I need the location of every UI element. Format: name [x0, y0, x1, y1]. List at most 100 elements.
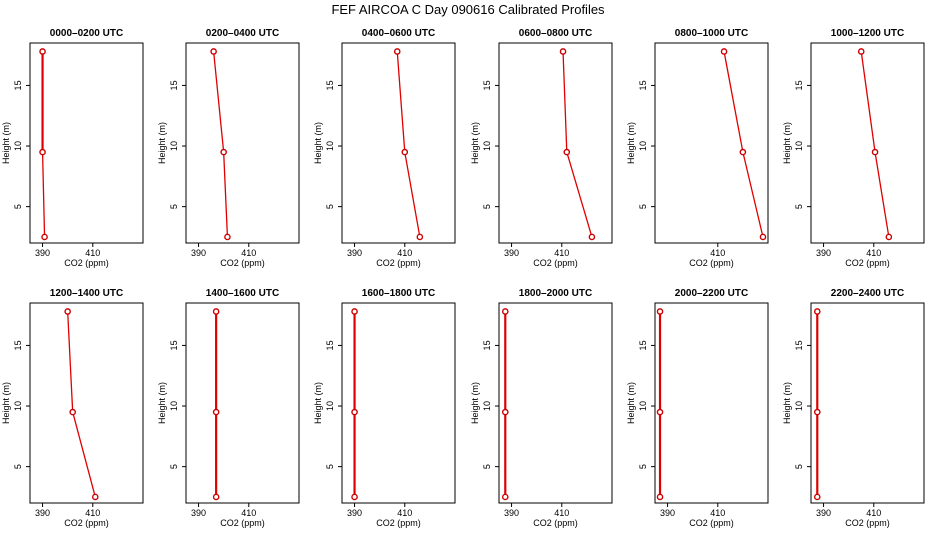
y-tick-label: 5 [325, 464, 335, 469]
data-point [759, 233, 767, 241]
panel-1: 0000–0200 UTC 390 410 5 10 15 CO2 (ppm) Height … [1, 28, 144, 268]
data-point [656, 493, 664, 501]
plot-frame [341, 42, 456, 244]
panel-2: 0200–0400 UTC 390 410 5 10 15 CO2 (ppm) Height … [157, 28, 300, 268]
data-point [351, 408, 358, 416]
profile-segment [41, 152, 46, 237]
x-tick-label: 390 [347, 508, 362, 518]
x-tick-label: 410 [710, 248, 725, 258]
x-tick-label: 390 [191, 248, 206, 258]
y-tick-label: 10 [638, 401, 648, 411]
y-tick-label: 10 [794, 401, 804, 411]
panel-12: 2200–2400 UTC 390 410 5 10 15 CO2 (ppm) Height … [782, 288, 925, 528]
data-point [220, 148, 227, 156]
x-tick-label: 390 [504, 248, 519, 258]
panel-4: 0600–0800 UTC 390 410 5 10 15 CO2 (ppm) Height … [470, 28, 613, 268]
profile-segment [742, 151, 764, 238]
y-tick-label: 15 [638, 340, 648, 350]
data-point [656, 308, 664, 315]
data-point [224, 233, 231, 241]
plot-frame [498, 42, 613, 244]
x-axis-label: CO2 (ppm) [376, 518, 421, 528]
x-axis-label: CO2 (ppm) [64, 518, 109, 528]
y-tick-label: 5 [638, 204, 648, 209]
y-axis-label: Height (m) [626, 122, 636, 164]
x-axis-label: CO2 (ppm) [845, 258, 890, 268]
profile-segment [723, 51, 744, 153]
y-tick-label: 10 [169, 401, 179, 411]
y-axis-label: Height (m) [470, 122, 480, 164]
panel-title: 0400–0600 UTC [362, 28, 435, 39]
y-tick-label: 15 [638, 80, 648, 90]
profile-segment [223, 152, 229, 237]
y-tick-label: 15 [13, 80, 23, 90]
data-point [656, 408, 664, 416]
x-tick-label: 410 [241, 508, 256, 518]
data-point [212, 493, 220, 501]
x-tick-label: 390 [347, 248, 362, 258]
panel-6: 1000–1200 UTC 390 410 5 10 15 CO2 (ppm) Height … [782, 28, 925, 268]
panel-title: 1600–1800 UTC [362, 288, 435, 299]
y-tick-label: 15 [325, 80, 335, 90]
panel-7: 1200–1400 UTC 390 410 5 10 15 CO2 (ppm) Height … [1, 288, 144, 528]
y-tick-label: 15 [13, 340, 23, 350]
data-point [501, 408, 509, 416]
panels: 0000–0200 UTC 390 410 5 10 15 CO2 (ppm) Height … [1, 28, 925, 528]
panel-title: 0600–0800 UTC [519, 28, 592, 39]
profile-segment [874, 151, 890, 238]
y-tick-label: 15 [325, 340, 335, 350]
data-point [393, 48, 401, 55]
plot-frame [185, 42, 300, 244]
x-tick-label: 410 [710, 508, 725, 518]
panel-3: 0400–0600 UTC 390 410 5 10 15 CO2 (ppm) Height … [313, 28, 456, 268]
x-axis-label: CO2 (ppm) [689, 258, 734, 268]
y-axis-label: Height (m) [313, 122, 323, 164]
y-tick-label: 10 [482, 401, 492, 411]
data-point [720, 48, 728, 55]
data-point [64, 308, 71, 315]
y-tick-label: 10 [638, 141, 648, 151]
plot-frame [810, 42, 925, 244]
y-axis-label: Height (m) [313, 382, 323, 424]
x-tick-label: 410 [85, 248, 100, 258]
data-point [501, 493, 509, 501]
y-tick-label: 5 [482, 464, 492, 469]
y-tick-label: 10 [794, 141, 804, 151]
y-axis-label: Height (m) [782, 382, 792, 424]
y-axis-label: Height (m) [782, 122, 792, 164]
data-point [39, 48, 46, 55]
y-tick-label: 5 [169, 464, 179, 469]
profile-segment [212, 51, 225, 153]
y-tick-label: 15 [169, 80, 179, 90]
x-axis-label: CO2 (ppm) [64, 258, 109, 268]
x-axis-label: CO2 (ppm) [845, 518, 890, 528]
x-tick-label: 390 [35, 248, 50, 258]
y-tick-label: 5 [794, 204, 804, 209]
x-axis-label: CO2 (ppm) [220, 258, 265, 268]
profile-segment [860, 51, 876, 153]
panel-title: 0800–1000 UTC [675, 28, 748, 39]
x-tick-label: 410 [866, 508, 881, 518]
panel-8: 1400–1600 UTC 390 410 5 10 15 CO2 (ppm) Height … [157, 288, 300, 528]
data-point [739, 148, 747, 156]
x-tick-label: 410 [554, 508, 569, 518]
plot-frame [29, 42, 144, 244]
data-point [212, 308, 220, 315]
plot-frame [654, 302, 769, 504]
y-tick-label: 10 [13, 401, 23, 411]
data-point [351, 308, 358, 315]
panel-title: 1800–2000 UTC [519, 288, 592, 299]
y-tick-label: 5 [638, 464, 648, 469]
data-point [857, 48, 865, 55]
data-point [416, 233, 424, 241]
y-axis-label: Height (m) [626, 382, 636, 424]
y-tick-label: 10 [169, 141, 179, 151]
data-point [501, 308, 509, 315]
x-axis-label: CO2 (ppm) [533, 518, 578, 528]
y-tick-label: 15 [482, 340, 492, 350]
data-point [813, 408, 821, 416]
y-axis-label: Height (m) [157, 122, 167, 164]
panel-title: 2000–2200 UTC [675, 288, 748, 299]
data-point [212, 408, 220, 416]
